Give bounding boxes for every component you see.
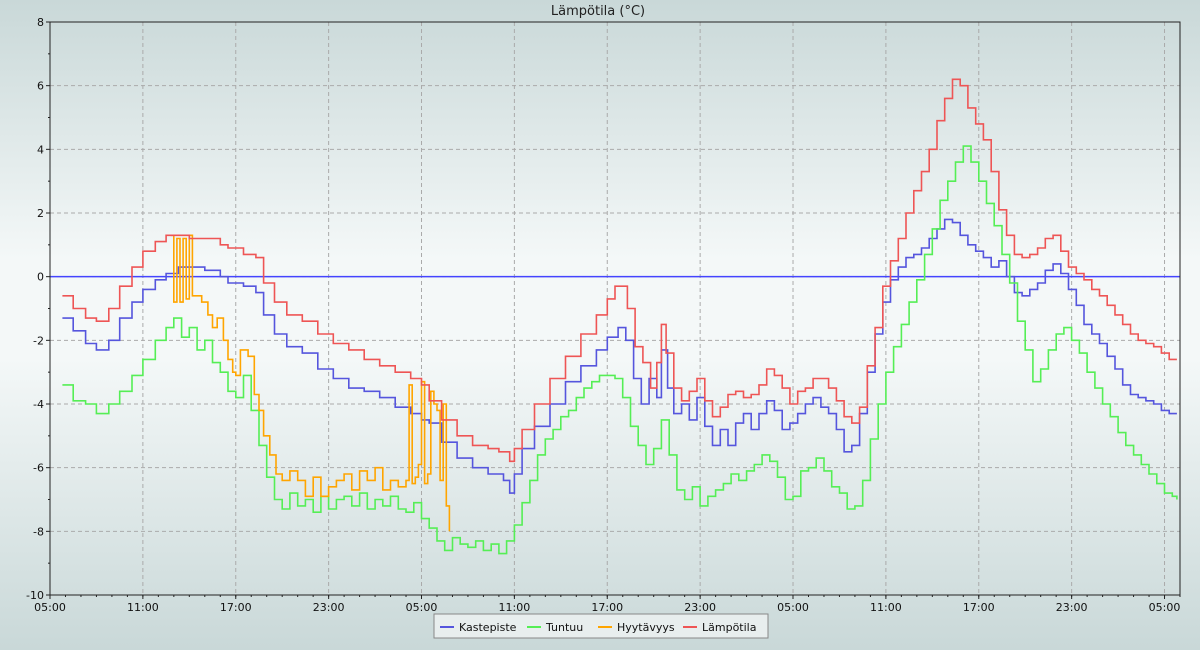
y-tick-label: -4 (33, 398, 44, 411)
legend-label: Hyytävyys (617, 621, 675, 634)
x-tick-label: 23:00 (313, 601, 345, 614)
series-line-3 (170, 234, 451, 532)
y-tick-label: -2 (33, 334, 44, 347)
y-tick-label: -6 (33, 462, 44, 475)
x-tick-label: 23:00 (684, 601, 716, 614)
y-tick-label: 8 (37, 16, 44, 29)
plot-background (50, 22, 1180, 595)
y-tick-label: 2 (37, 207, 44, 220)
y-tick-label: 6 (37, 80, 44, 93)
x-tick-label: 05:00 (406, 601, 438, 614)
x-tick-label: 17:00 (591, 601, 623, 614)
x-tick-label: 05:00 (777, 601, 809, 614)
y-tick-label: 4 (37, 143, 44, 156)
plot-frame (49, 21, 1181, 596)
y-axis: -10 -8 -6 -4 -2 0 2 4 6 8 (26, 16, 50, 602)
x-axis: 05:00 11:00 17:00 23:00 05:00 11:00 17:00 23:00… (34, 595, 1181, 614)
x-tick-label: 05:00 (1149, 601, 1181, 614)
legend-label: Lämpötila (702, 621, 756, 634)
x-tick-label: 11:00 (499, 601, 531, 614)
legend: Kastepiste Tuntuu Hyytävyys Lämpötila (433, 613, 769, 639)
x-tick-label: 05:00 (34, 601, 66, 614)
series-line-2 (62, 145, 1178, 555)
y-tick-label: -10 (26, 589, 44, 602)
chart-title: Lämpötila (°C) (551, 4, 645, 19)
series-line-1 (62, 218, 1177, 494)
y-tick-label: -8 (33, 525, 44, 538)
x-tick-label: 17:00 (963, 601, 995, 614)
series-layer (62, 78, 1178, 555)
legend-label: Kastepiste (459, 621, 517, 634)
x-tick-label: 23:00 (1056, 601, 1088, 614)
x-tick-label: 17:00 (220, 601, 252, 614)
legend-label: Tuntuu (545, 621, 583, 634)
x-tick-label: 11:00 (127, 601, 159, 614)
x-tick-label: 11:00 (870, 601, 902, 614)
grid (50, 22, 1180, 595)
series-line-4 (62, 78, 1177, 463)
y-tick-label: 0 (37, 271, 44, 284)
